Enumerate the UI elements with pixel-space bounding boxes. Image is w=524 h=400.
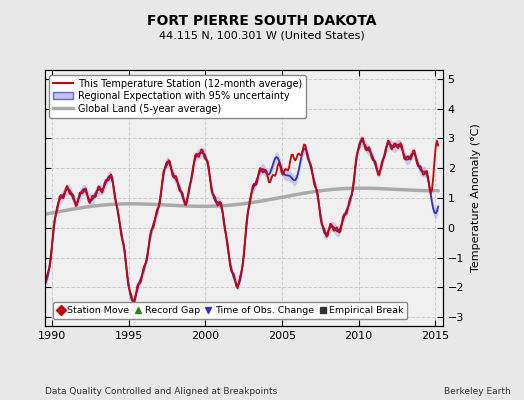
Text: 44.115 N, 100.301 W (United States): 44.115 N, 100.301 W (United States) — [159, 30, 365, 40]
Text: FORT PIERRE SOUTH DAKOTA: FORT PIERRE SOUTH DAKOTA — [147, 14, 377, 28]
Text: Berkeley Earth: Berkeley Earth — [444, 387, 511, 396]
Y-axis label: Temperature Anomaly (°C): Temperature Anomaly (°C) — [471, 124, 481, 272]
Legend: Station Move, Record Gap, Time of Obs. Change, Empirical Break: Station Move, Record Gap, Time of Obs. C… — [53, 302, 407, 319]
Text: Data Quality Controlled and Aligned at Breakpoints: Data Quality Controlled and Aligned at B… — [45, 387, 277, 396]
